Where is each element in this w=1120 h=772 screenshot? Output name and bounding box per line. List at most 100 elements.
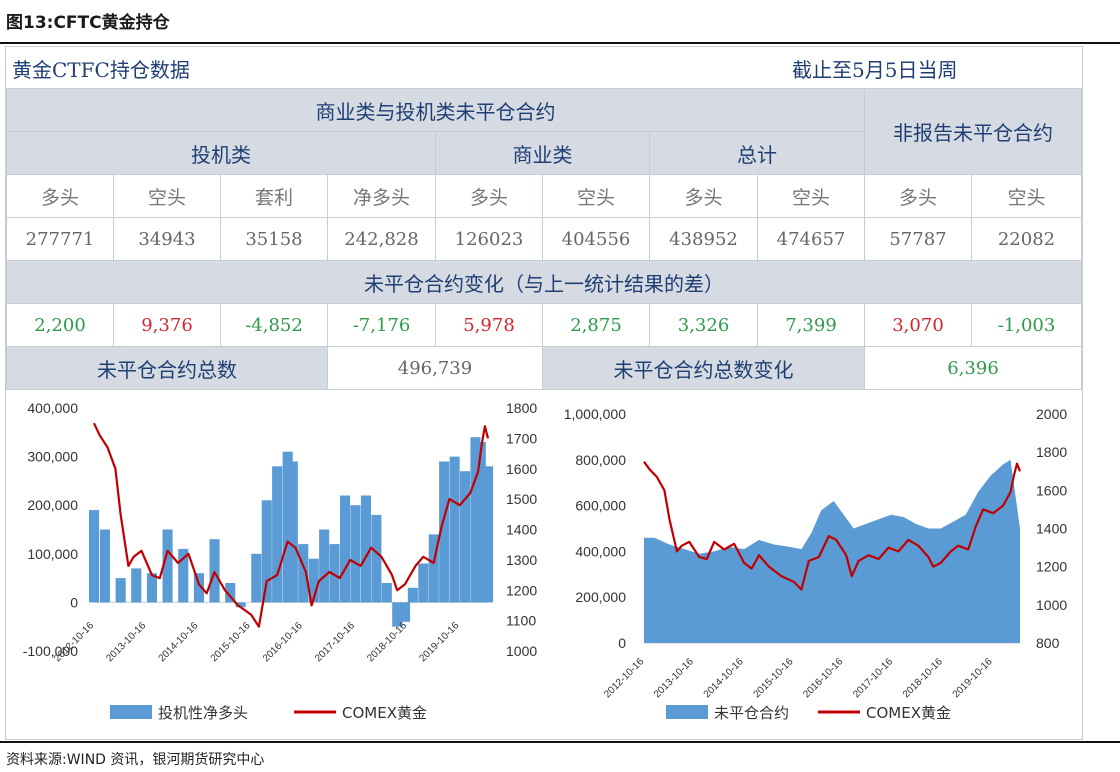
net-long-bar bbox=[308, 558, 319, 603]
net-long-bar bbox=[115, 578, 126, 603]
net-long-bar bbox=[483, 466, 494, 603]
gold-price-line bbox=[93, 422, 490, 628]
x-tick-label: 2013-10-16 bbox=[104, 620, 148, 664]
net-long-bar bbox=[470, 437, 481, 603]
oi-change-label: 未平仓合约总数变化 bbox=[542, 346, 865, 390]
net-long-bar bbox=[475, 442, 486, 603]
net-long-bar bbox=[287, 461, 298, 603]
subheader-cell: 空头 bbox=[971, 174, 1082, 218]
y-tick-label: 200,000 bbox=[27, 497, 78, 513]
y-tick-label: 400,000 bbox=[575, 543, 626, 559]
figure-title: 图13:CFTC黄金持仓 bbox=[6, 13, 170, 33]
legend-bar-label: 投机性净多头 bbox=[158, 704, 248, 722]
y2-tick-label: 1700 bbox=[506, 430, 537, 446]
table-title: 黄金CTFC持仓数据 bbox=[12, 58, 190, 82]
change-cell: 2,200 bbox=[6, 303, 114, 347]
x-tick-label: 2018-10-16 bbox=[901, 656, 945, 700]
subheader-cell: 多头 bbox=[6, 174, 114, 218]
figure-panel bbox=[5, 46, 1083, 740]
value-cell: 242,828 bbox=[327, 217, 436, 261]
net-long-bar bbox=[371, 514, 382, 603]
y-tick-label: 200,000 bbox=[575, 589, 626, 605]
x-tick-label: 2018-10-16 bbox=[365, 620, 409, 664]
y2-tick-label: 1200 bbox=[506, 582, 537, 598]
x-tick-label: 2014-10-16 bbox=[157, 620, 201, 664]
cftc-position-table: 商业类与投机类未平仓合约 非报告未平仓合约 投机类 商业类 总计 多头 空头 套… bbox=[6, 88, 1082, 390]
x-tick-label: 2016-10-16 bbox=[801, 656, 845, 700]
change-cell: 9,376 bbox=[113, 303, 221, 347]
change-cell: -1,003 bbox=[971, 303, 1082, 347]
value-cell: 35158 bbox=[220, 217, 328, 261]
value-cell: 22082 bbox=[971, 217, 1082, 261]
y2-tick-label: 1400 bbox=[1036, 521, 1067, 537]
y2-tick-label: 1000 bbox=[1036, 597, 1067, 613]
bottom-rule bbox=[0, 741, 1120, 743]
spec-header: 投机类 bbox=[6, 131, 436, 175]
y2-tick-label: 1600 bbox=[1036, 482, 1067, 498]
net-long-bar bbox=[350, 505, 361, 603]
subheader-cell: 空头 bbox=[542, 174, 650, 218]
net-long-bar bbox=[428, 534, 439, 603]
open-interest-chart-svg: 0 200,000 400,000 600,000 800,000 1,000,000 80… bbox=[564, 406, 1068, 722]
change-header: 未平仓合约变化（与上一统计结果的差） bbox=[6, 260, 1082, 304]
net-long-bar bbox=[225, 583, 236, 603]
value-cell: 438952 bbox=[649, 217, 758, 261]
y2-tick-label: 1800 bbox=[1036, 444, 1067, 460]
net-long-bar bbox=[162, 529, 173, 603]
y-tick-label: 1,000,000 bbox=[564, 406, 626, 422]
value-cell: 57787 bbox=[864, 217, 972, 261]
comm-header: 商业类 bbox=[435, 131, 650, 175]
x-tick-label: 2017-10-16 bbox=[851, 656, 895, 700]
x-tick-label: 2017-10-16 bbox=[313, 620, 357, 664]
change-cell: -7,176 bbox=[327, 303, 436, 347]
y-tick-label: -100,000 bbox=[23, 643, 78, 659]
oi-total-label: 未平仓合约总数 bbox=[6, 346, 328, 390]
group-header: 商业类与投机类未平仓合约 bbox=[6, 88, 865, 132]
oi-total-value: 496,739 bbox=[327, 346, 543, 390]
subheader-cell: 净多头 bbox=[327, 174, 436, 218]
net-long-bar bbox=[99, 529, 110, 603]
table-date: 截止至5月5日当周 bbox=[792, 58, 958, 82]
subheader-cell: 多头 bbox=[864, 174, 972, 218]
y2-tick-label: 1000 bbox=[506, 643, 537, 659]
legend-line-label: COMEX黄金 bbox=[342, 704, 427, 722]
open-interest-chart: 0 200,000 400,000 600,000 800,000 1,000,000 80… bbox=[546, 394, 1080, 732]
x-tick-label: 2016-10-16 bbox=[261, 620, 305, 664]
y2-tick-label: 800 bbox=[1036, 635, 1060, 651]
net-long-chart-svg: -100,000 0 100,000 200,000 300,000 400,000 100… bbox=[23, 400, 538, 722]
x-tick-label: 2013-10-16 bbox=[652, 656, 696, 700]
y2-tick-label: 1400 bbox=[506, 522, 537, 538]
legend-line-label: COMEX黄金 bbox=[866, 704, 951, 722]
net-long-bar bbox=[449, 456, 460, 603]
y2-tick-label: 1500 bbox=[506, 491, 537, 507]
y-tick-label: 300,000 bbox=[27, 449, 78, 465]
y2-tick-label: 1800 bbox=[506, 400, 537, 416]
value-cell: 474657 bbox=[757, 217, 865, 261]
legend-bar-swatch bbox=[110, 705, 152, 719]
nonreport-header: 非报告未平仓合约 bbox=[864, 88, 1082, 175]
open-interest-area bbox=[644, 459, 1020, 643]
net-long-bar bbox=[460, 471, 471, 603]
total-header: 总计 bbox=[649, 131, 865, 175]
value-cell: 404556 bbox=[542, 217, 650, 261]
gold-price-line bbox=[643, 461, 1022, 591]
net-long-bar bbox=[400, 602, 411, 622]
net-long-bar bbox=[131, 568, 142, 603]
value-cell: 34943 bbox=[113, 217, 221, 261]
net-long-bar bbox=[407, 587, 418, 603]
change-cell: -4,852 bbox=[220, 303, 328, 347]
change-cell: 3,326 bbox=[649, 303, 758, 347]
subheader-cell: 空头 bbox=[113, 174, 221, 218]
change-cell: 7,399 bbox=[757, 303, 865, 347]
net-long-bar bbox=[251, 553, 262, 603]
subheader-cell: 套利 bbox=[220, 174, 328, 218]
net-long-bar bbox=[235, 602, 246, 608]
subheader-cell: 空头 bbox=[757, 174, 865, 218]
subheader-cell: 多头 bbox=[435, 174, 543, 218]
net-long-bar bbox=[381, 583, 392, 603]
x-tick-label: 2014-10-16 bbox=[702, 656, 746, 700]
x-tick-label: 2019-10-16 bbox=[951, 656, 995, 700]
net-long-bar bbox=[178, 548, 189, 603]
x-tick-label: 2012-10-16 bbox=[602, 656, 646, 700]
x-tick-label: 2015-10-16 bbox=[752, 656, 796, 700]
